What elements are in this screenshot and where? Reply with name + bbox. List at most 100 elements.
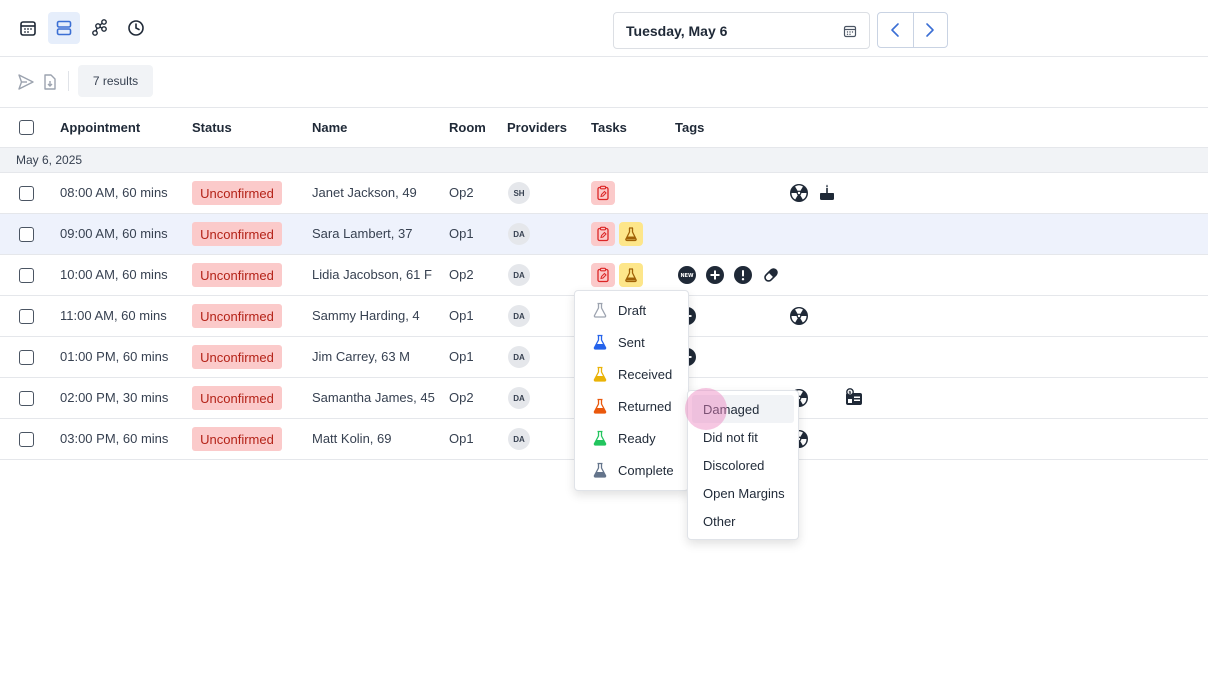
form-task-button[interactable] [591,263,615,287]
menu-item-label: Sent [618,334,645,350]
insurance-tag[interactable]: $ [843,387,865,409]
alert-icon [734,266,752,284]
history-view-button[interactable] [120,12,152,44]
reason-did-not-fit[interactable]: Did not fit [703,429,758,445]
date-label: Tuesday, May 6 [626,22,728,39]
plus-tag[interactable] [704,264,726,286]
room: Op1 [449,308,474,323]
patient-name[interactable]: Lidia Jacobson, 61 F [312,267,432,282]
patient-name[interactable]: Matt Kolin, 69 [312,431,392,446]
patient-name[interactable]: Sammy Harding, 4 [312,308,420,323]
lab-status-received[interactable]: Received [575,360,688,388]
menu-item-label: Draft [618,302,647,318]
column-header-room[interactable]: Room [449,120,486,135]
next-day-button[interactable] [912,13,948,47]
rows-icon [56,20,72,36]
clipboard-edit-icon [597,226,609,242]
lab-status-sent[interactable]: Sent [575,328,688,356]
row-checkbox[interactable] [19,432,34,447]
room: Op2 [449,185,474,200]
lab-status-returned[interactable]: Returned [575,392,688,420]
appointment-time: 09:00 AM, 60 mins [60,226,168,241]
column-header-name[interactable]: Name [312,120,348,135]
column-header-appointment[interactable]: Appointment [60,120,141,135]
status-badge[interactable]: Unconfirmed [192,304,282,328]
menu-item-label: Returned [618,398,672,414]
table-row[interactable]: 10:00 AM, 60 mins Unconfirmed Lidia Jaco… [0,255,1208,296]
radiation-tag[interactable] [788,305,810,327]
lab-status-complete[interactable]: Complete [575,456,688,484]
new-badge-icon: NEW [678,266,696,284]
column-header-tasks[interactable]: Tasks [591,120,627,135]
column-header-providers[interactable]: Providers [507,120,567,135]
flask-icon [625,227,637,242]
calendar-view-button[interactable] [12,12,44,44]
chevron-right-icon [926,23,935,37]
status-badge[interactable]: Unconfirmed [192,386,282,410]
row-checkbox[interactable] [19,186,34,201]
provider-avatar[interactable]: SH [508,182,530,204]
provider-avatar[interactable]: DA [508,264,530,286]
provider-avatar[interactable]: DA [508,387,530,409]
lab-task-button[interactable] [619,222,643,246]
table-row[interactable]: 03:00 PM, 60 mins Unconfirmed Matt Kolin… [0,419,1208,460]
date-nav [877,12,948,48]
status-badge[interactable]: Unconfirmed [192,345,282,369]
provider-avatar[interactable]: DA [508,223,530,245]
flask-received-icon [593,366,607,382]
toolbar-divider [68,71,69,91]
row-checkbox[interactable] [19,391,34,406]
patient-name[interactable]: Jim Carrey, 63 M [312,349,410,364]
medication-tag[interactable] [760,264,782,286]
appointment-time: 10:00 AM, 60 mins [60,267,168,282]
flask-sent-icon [593,334,607,350]
column-header-tags[interactable]: Tags [675,120,705,135]
patient-name[interactable]: Janet Jackson, 49 [312,185,417,200]
reason-discolored[interactable]: Discolored [703,457,765,473]
lab-status-ready[interactable]: Ready [575,424,688,452]
date-picker[interactable]: Tuesday, May 6 [613,12,870,49]
table-row[interactable]: 08:00 AM, 60 mins Unconfirmed Janet Jack… [0,173,1208,214]
room: Op1 [449,431,474,446]
returned-reason-submenu: Damaged Did not fit Discolored Open Marg… [687,390,799,540]
row-checkbox[interactable] [19,227,34,242]
patient-name[interactable]: Samantha James, 45 [312,390,435,405]
radiation-icon [790,184,808,202]
radiation-tag[interactable] [788,182,810,204]
form-task-button[interactable] [591,181,615,205]
row-checkbox[interactable] [19,309,34,324]
reason-other[interactable]: Other [703,513,736,529]
table-row[interactable]: 09:00 AM, 60 mins Unconfirmed Sara Lambe… [0,214,1208,255]
form-task-button[interactable] [591,222,615,246]
lab-status-draft[interactable]: Draft [575,296,688,324]
status-badge[interactable]: Unconfirmed [192,181,282,205]
appointment-time: 11:00 AM, 60 mins [60,308,167,323]
patient-name[interactable]: Sara Lambert, 37 [312,226,413,241]
reason-damaged[interactable]: Damaged [692,395,794,423]
menu-item-label: Ready [618,430,656,446]
clipboard-edit-icon [597,185,609,201]
provider-avatar[interactable]: DA [508,346,530,368]
column-header-status[interactable]: Status [192,120,232,135]
row-checkbox[interactable] [19,350,34,365]
alert-tag[interactable] [732,264,754,286]
select-all-checkbox[interactable] [19,120,34,135]
reason-open-margins[interactable]: Open Margins [703,485,785,501]
provider-avatar[interactable]: DA [508,428,530,450]
row-checkbox[interactable] [19,268,34,283]
status-badge[interactable]: Unconfirmed [192,427,282,451]
calendar-small-icon [843,25,857,38]
status-badge[interactable]: Unconfirmed [192,263,282,287]
send-button[interactable] [16,72,36,92]
lab-task-button[interactable] [619,263,643,287]
top-bar: Tuesday, May 6 [0,0,1208,57]
export-button[interactable] [40,72,60,92]
status-badge[interactable]: Unconfirmed [192,222,282,246]
list-view-button[interactable] [48,12,80,44]
file-export-icon [44,74,56,90]
flow-view-button[interactable] [84,12,116,44]
previous-day-button[interactable] [878,13,913,47]
new-patient-tag[interactable]: NEW [676,264,698,286]
birthday-tag[interactable] [816,182,838,204]
provider-avatar[interactable]: DA [508,305,530,327]
